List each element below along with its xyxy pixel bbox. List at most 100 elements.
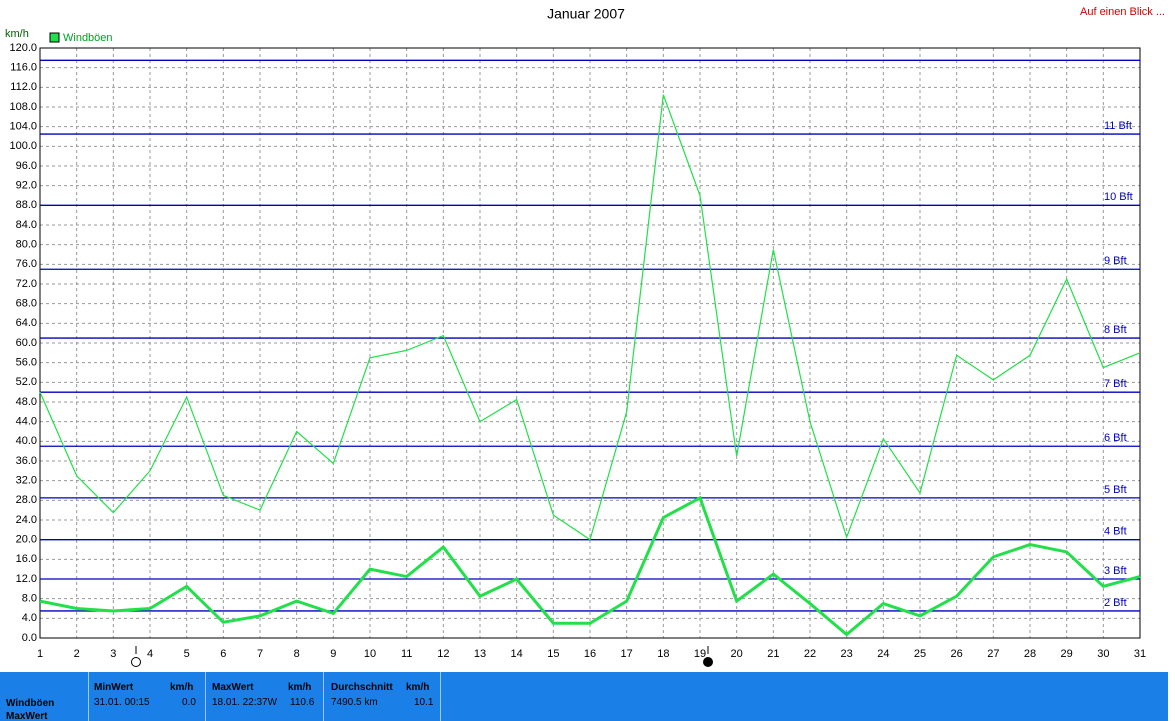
y-tick-label: 4.0 [22,612,37,624]
cell-time: 18.01. 22:37W [212,697,278,708]
y-tick-label: 100.0 [9,140,37,152]
x-tick-label: 13 [474,648,486,660]
y-tick-label: 120.0 [9,42,37,54]
reference-label: 2 Bft [1104,597,1127,609]
y-tick-label: 48.0 [16,396,37,408]
moon-icon [131,657,141,667]
y-tick-label: 68.0 [16,298,37,310]
x-tick-label: 11 [401,648,412,660]
legend-swatch [49,32,60,43]
col-unit: km/h [406,682,430,693]
y-tick-label: 36.0 [16,455,37,467]
x-tick-label: 20 [731,648,743,660]
chart: Januar 2007 Auf einen Blick ... km/h Win… [5,6,1165,667]
cell-time: 31.01. 00:15 [94,697,150,708]
x-tick-label: 23 [841,648,853,660]
x-tick-label: 6 [220,648,226,660]
x-tick-label: 21 [767,648,779,660]
col-header: MinWert [94,682,134,693]
x-tick-label: 31 [1134,648,1146,660]
data-line [39,495,1141,637]
y-axis-label: km/h [5,28,29,40]
y-tick-label: 8.0 [22,593,37,605]
y-tick-label: 16.0 [16,553,37,565]
col-unit: km/h [288,682,312,693]
y-tick-label: 64.0 [16,317,37,329]
y-tick-label: 56.0 [16,357,37,369]
legend-label: Windböen [63,32,113,44]
y-tick-label: 44.0 [16,416,37,428]
cell-value: 110.6 [290,697,315,708]
y-tick-label: 24.0 [16,514,37,526]
cell-value: 10.1 [414,697,434,708]
x-tick-label: 16 [584,648,596,660]
x-tick-label: 10 [364,648,376,660]
reference-label: 4 Bft [1104,526,1127,538]
col-header: Durchschnitt [331,682,393,693]
x-tick-label: 2 [74,648,80,660]
y-tick-label: 20.0 [16,534,37,546]
row-label: Windböen [6,698,55,709]
y-tick-label: 92.0 [16,180,37,192]
y-tick-label: 104.0 [9,121,37,133]
y-tick-label: 116.0 [10,62,37,74]
reference-label: 7 Bft [1104,378,1127,390]
y-tick-label: 112.0 [10,81,37,93]
y-tick-label: 108.0 [9,101,37,113]
separator [88,672,89,721]
x-tick-label: 25 [914,648,926,660]
x-tick-label: 9 [330,648,336,660]
reference-label: 10 Bft [1104,191,1133,203]
cell-value: 0.0 [182,697,196,708]
x-tick-label: 17 [621,648,633,660]
x-tick-label: 12 [437,648,449,660]
y-tick-label: 60.0 [16,337,37,349]
separator [440,672,441,721]
row-label: MaxWert [6,711,48,721]
x-tick-label: 18 [657,648,669,660]
y-tick-label: 84.0 [16,219,37,231]
y-tick-label: 88.0 [16,199,37,211]
separator [323,672,324,721]
reference-label: 9 Bft [1104,255,1127,267]
x-tick-label: 15 [547,648,559,660]
col-header: MaxWert [212,682,254,693]
x-tick-label: 22 [804,648,816,660]
y-tick-label: 96.0 [16,160,37,172]
x-tick-label: 5 [184,648,190,660]
y-tick-label: 0.0 [22,632,37,644]
y-tick-label: 28.0 [16,494,37,506]
x-tick-label: 4 [147,648,153,660]
x-tick-label: 7 [257,648,263,660]
y-tick-label: 52.0 [16,376,37,388]
y-tick-label: 12.0 [16,573,37,585]
x-tick-label: 26 [951,648,963,660]
data-line [39,94,1141,541]
cell-time: 7490.5 km [331,697,378,708]
y-tick-label: 72.0 [16,278,37,290]
x-tick-label: 28 [1024,648,1036,660]
y-tick-label: 80.0 [16,239,37,251]
col-unit: km/h [170,682,194,693]
x-tick-label: 14 [511,648,523,660]
x-tick-label: 30 [1097,648,1109,660]
x-tick-label: 24 [877,648,889,660]
x-tick-label: 8 [294,648,300,660]
x-tick-label: 1 [37,648,43,660]
x-tick-label: 19 [694,648,706,660]
y-tick-label: 40.0 [16,435,37,447]
plot-frame [39,47,1141,639]
y-tick-label: 32.0 [16,475,37,487]
reference-label: 5 Bft [1104,484,1127,496]
moon-icon [703,657,713,667]
reference-label: 11 Bft [1104,120,1132,132]
reference-label: 6 Bft [1104,432,1127,444]
x-tick-label: 27 [987,648,999,660]
chart-title: Januar 2007 [547,6,625,22]
reference-label: 3 Bft [1104,565,1127,577]
x-tick-label: 3 [110,648,116,660]
link[interactable]: Auf einen Blick ... [1080,6,1165,18]
x-tick-label: 29 [1061,648,1073,660]
y-tick-label: 76.0 [16,258,37,270]
